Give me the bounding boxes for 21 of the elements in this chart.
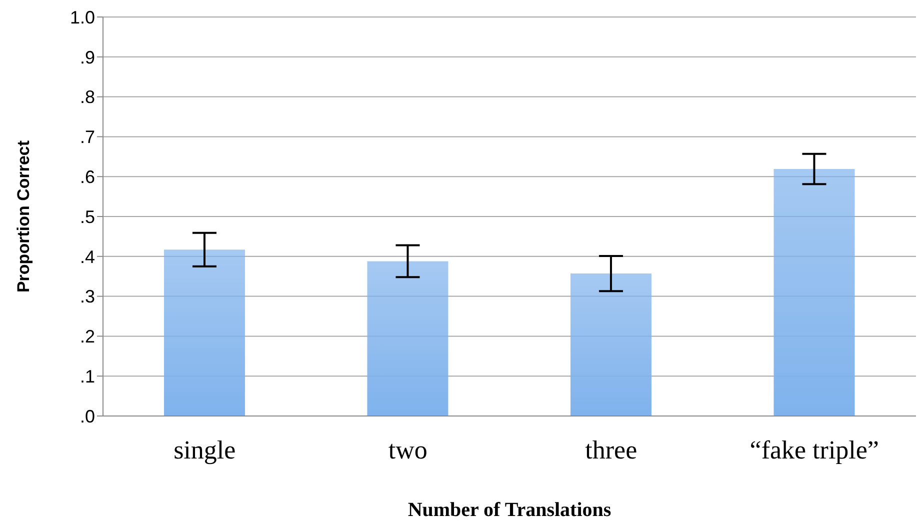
y-axis-title: Proportion Correct [14,140,34,293]
bar [367,261,448,416]
x-tick-label: single [174,435,236,464]
y-tick-label: .4 [80,246,95,267]
bar [774,169,855,416]
x-tick-label: three [585,435,638,464]
x-tick-label: two [388,435,428,464]
y-tick-label: 1.0 [70,7,95,28]
y-tick-label: .1 [80,366,95,386]
y-tick-label: .6 [80,166,95,187]
bar [570,274,652,416]
x-tick-label: “fake triple” [750,435,879,464]
bar [164,250,245,416]
y-tick-label: .9 [80,47,95,68]
y-tick-label: .5 [80,206,95,227]
y-tick-label: .8 [80,87,95,108]
y-tick-label: .3 [80,286,95,307]
x-axis-title: Number of Translations [408,499,612,521]
y-tick-label: .7 [80,127,95,148]
y-tick-label: .2 [80,326,95,347]
y-tick-label: .0 [80,406,95,426]
